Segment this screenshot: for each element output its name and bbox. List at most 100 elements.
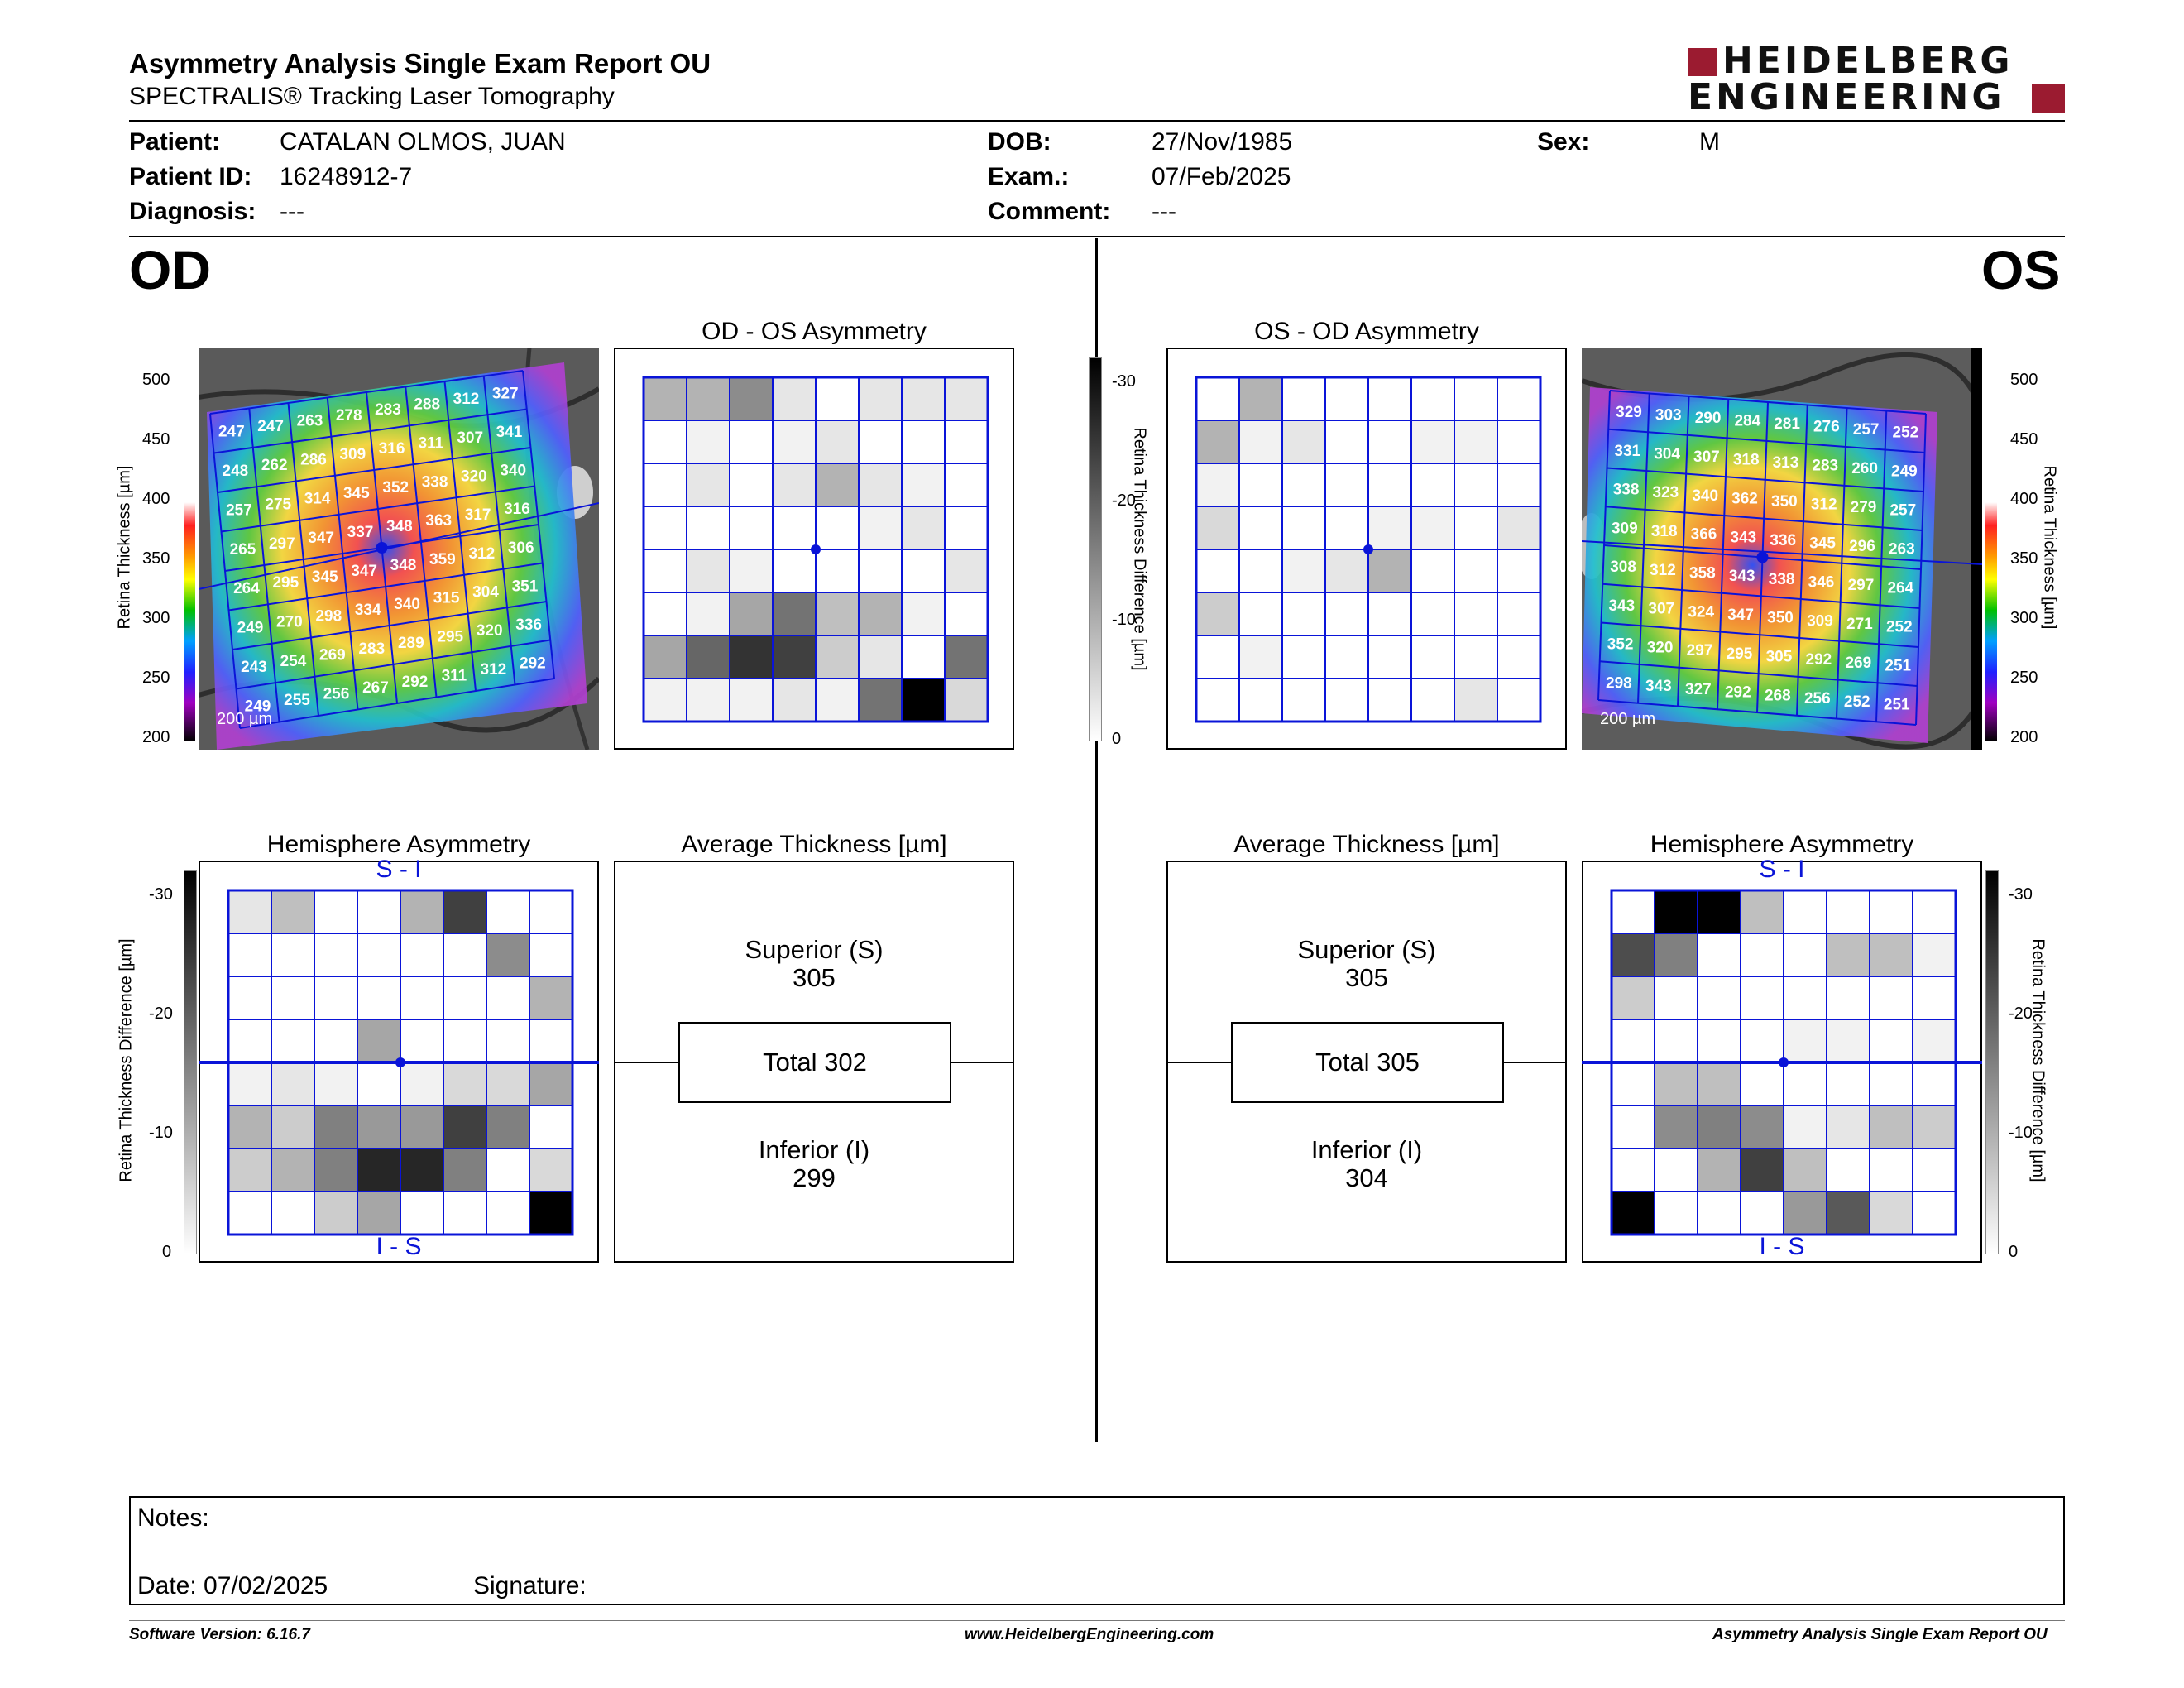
- od-hemi-cell: [529, 1019, 573, 1063]
- od-hemi-cell: [228, 1105, 272, 1149]
- os-hemi-cell: [1654, 933, 1698, 977]
- os-hemi-cell: [1697, 1191, 1741, 1235]
- os-asym-cell: [1281, 678, 1326, 722]
- diff-scale-tick: -10: [1112, 611, 1136, 629]
- od-thickness-value: 283: [358, 640, 385, 658]
- od-asym-cell: [729, 463, 774, 507]
- os-thickness-value: 312: [1650, 562, 1676, 579]
- od-thickness-gridline: [232, 601, 547, 650]
- os-hemi-cell: [1697, 1019, 1741, 1063]
- os-thickness-gridline: [1599, 660, 1918, 687]
- os-thickness-value: 318: [1733, 452, 1760, 469]
- os-thickness-gridline: [1875, 410, 1888, 722]
- od-thickness-value: 289: [398, 635, 424, 652]
- os-thickness-value: 327: [1685, 681, 1712, 698]
- os-hemi-cell: [1697, 1148, 1741, 1192]
- os-hemi-cell: [1826, 1062, 1870, 1106]
- diff-scale-tick: -30: [1112, 372, 1136, 391]
- diagnosis-label: Diagnosis:: [129, 198, 256, 225]
- os-thickness-value: 343: [1608, 597, 1635, 615]
- od-thickness-value: 363: [425, 512, 452, 530]
- os-hemi-cell: [1869, 1148, 1913, 1192]
- os-superior-label: Superior (S): [1297, 935, 1436, 964]
- od-thickness-value: 348: [390, 557, 417, 574]
- diff-scale-tick: -20: [1112, 492, 1136, 510]
- od-hemi-cell: [400, 1105, 444, 1149]
- od-hemi-top-label: S - I: [376, 856, 422, 883]
- od-thickness-value: 269: [319, 646, 346, 664]
- od-asym-cell: [901, 678, 946, 722]
- od-hemi-cell: [443, 933, 487, 977]
- os-asym-cell: [1195, 592, 1240, 636]
- os-hemi-cell: [1611, 933, 1655, 977]
- od-asym-cell: [772, 463, 817, 507]
- od-asym-cell: [643, 420, 687, 464]
- od-asym-fovea-marker: [811, 544, 821, 554]
- od-thickness-gridline: [236, 639, 551, 690]
- od-thickness-value: 340: [394, 596, 420, 613]
- od-thickness-value: 243: [241, 659, 267, 676]
- os-hemi-cell: [1826, 1191, 1870, 1235]
- od-thickness-value: 311: [442, 667, 467, 684]
- od-hemi-cell: [357, 890, 401, 934]
- od-hemi-cell: [357, 1019, 401, 1063]
- os-asym-cell: [1410, 678, 1455, 722]
- exam-label: Exam.:: [988, 163, 1070, 190]
- diff-scale-tick: 0: [1112, 730, 1122, 748]
- od-asym-border: [642, 376, 989, 723]
- od-thickness-value: 312: [481, 661, 507, 679]
- os-asym-cell: [1410, 549, 1455, 593]
- od-asym-cell: [643, 506, 687, 550]
- os-asym-cell: [1324, 463, 1369, 507]
- os-thickness-value: 292: [1806, 651, 1832, 669]
- od-asym-cell: [944, 678, 989, 722]
- os-thickness-value: 271: [1846, 616, 1873, 633]
- od-scale-tick: 250: [142, 669, 170, 687]
- od-thickness-value: 345: [343, 485, 370, 502]
- od-asym-cell: [729, 592, 774, 636]
- os-asym-cell: [1454, 506, 1498, 550]
- os-hemi-tick: -30: [2009, 885, 2033, 904]
- os-hemi-cell: [1912, 1019, 1956, 1063]
- os-hemi-cell: [1740, 1019, 1784, 1063]
- od-scale-tick: 300: [142, 609, 170, 627]
- os-thickness-gridline: [1915, 413, 1927, 726]
- os-fundus-thickness-map: 329 303 290 284 281 276 257 252 331 304 307 318 313 2…: [1582, 348, 1982, 750]
- od-asym-cell: [858, 549, 903, 593]
- os-asym-cell: [1497, 506, 1541, 550]
- os-hemi-cell: [1740, 976, 1784, 1020]
- od-scale-tick: 200: [142, 728, 170, 746]
- os-asym-cell: [1454, 420, 1498, 464]
- od-asym-cell: [815, 506, 860, 550]
- od-thickness-value: 264: [233, 580, 260, 597]
- os-hemi-midline: [1582, 1061, 1982, 1064]
- os-thickness-value: 297: [1848, 577, 1875, 594]
- od-hemi-cell: [357, 1105, 401, 1149]
- website-link[interactable]: www.HeidelbergEngineering.com: [965, 1626, 1214, 1643]
- od-asym-cell: [729, 420, 774, 464]
- od-asym-cell: [944, 592, 989, 636]
- od-thickness-value: 254: [280, 653, 307, 670]
- od-asym-cell: [686, 592, 730, 636]
- os-thickness-value: 264: [1887, 580, 1913, 597]
- od-hemi-cell: [486, 890, 530, 934]
- os-hemi-cell: [1783, 1191, 1827, 1235]
- od-scale-tick: 400: [142, 490, 170, 508]
- date-label: Date: 07/02/2025: [137, 1572, 328, 1599]
- os-asym-cell: [1497, 463, 1541, 507]
- od-thickness-value: 315: [433, 590, 460, 607]
- od-thickness-value: 317: [465, 506, 491, 524]
- od-thickness-value: 288: [414, 396, 440, 414]
- os-hemi-bottom-label: I - S: [1759, 1233, 1805, 1260]
- notes-box[interactable]: Notes: Date: 07/02/2025 Signature:: [129, 1496, 2065, 1605]
- os-eye-label: OS: [1981, 239, 2061, 300]
- os-thickness-value: 309: [1807, 612, 1833, 630]
- od-thickness-value: 286: [300, 452, 327, 469]
- od-thickness-value: 275: [265, 496, 291, 514]
- os-thickness-value: 304: [1654, 445, 1680, 463]
- sex-value: M: [1699, 128, 1720, 156]
- os-thickness-value: 251: [1884, 697, 1910, 714]
- od-hemi-cell: [443, 1105, 487, 1149]
- od-avg-panel: Superior (S) 305 Total 302 Inferior (I) …: [614, 861, 1014, 1263]
- os-thickness-value: 296: [1849, 538, 1875, 555]
